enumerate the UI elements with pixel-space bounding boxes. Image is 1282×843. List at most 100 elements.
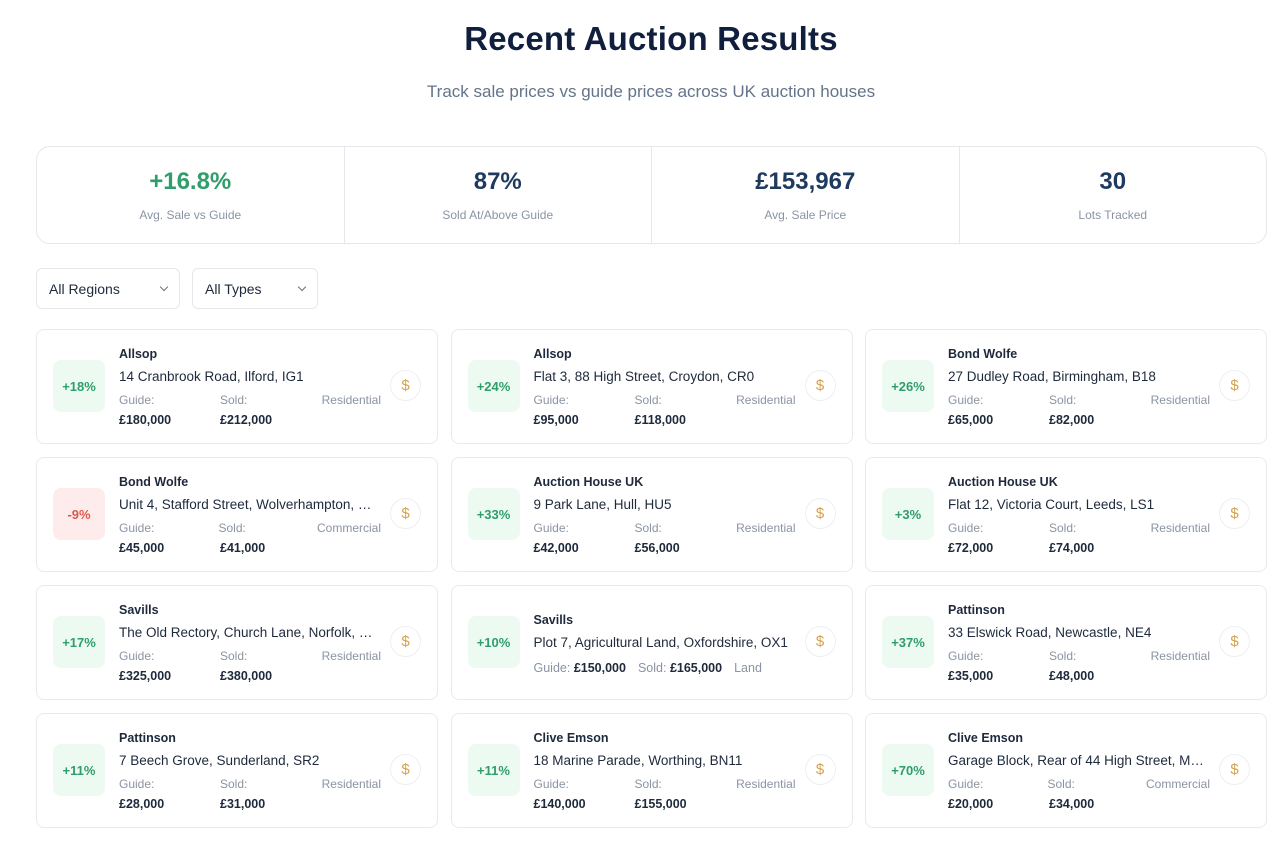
lot-card[interactable]: +11% Pattinson 7 Beech Grove, Sunderland… bbox=[36, 713, 438, 828]
auction-house: Auction House UK bbox=[533, 475, 644, 489]
lot-info: Clive Emson 18 Marine Parade, Worthing, … bbox=[534, 731, 796, 811]
lot-info: Allsop Flat 3, 88 High Street, Croydon, … bbox=[534, 347, 796, 427]
guide-label: Guide: bbox=[533, 661, 571, 675]
dollar-icon[interactable]: $ bbox=[1219, 626, 1250, 657]
lot-address: Flat 12, Victoria Court, Leeds, LS1 bbox=[948, 497, 1155, 512]
page-title: Recent Auction Results bbox=[464, 20, 838, 57]
property-type: Residential bbox=[321, 393, 381, 407]
lot-card[interactable]: +70% Clive Emson Garage Block, Rear of 4… bbox=[865, 713, 1267, 828]
lot-card[interactable]: +10% Savills Plot 7, Agricultural Land, … bbox=[450, 585, 853, 700]
guide-label: Guide: bbox=[119, 521, 155, 535]
lot-info: Auction House UK Flat 12, Victoria Court… bbox=[948, 475, 1210, 555]
lot-address: Garage Block, Rear of 44 High Street, Ma… bbox=[948, 753, 1210, 768]
change-badge: +11% bbox=[53, 744, 105, 796]
page-subtitle: Track sale prices vs guide prices across… bbox=[426, 82, 876, 101]
lot-card[interactable]: +37% Pattinson 33 Elswick Road, Newcastl… bbox=[865, 585, 1267, 700]
lot-meta-values: £72,000 £74,000 bbox=[948, 541, 1210, 555]
chevron-down-icon bbox=[159, 282, 169, 291]
dollar-icon[interactable]: $ bbox=[390, 626, 421, 657]
lot-meta-labels: Guide: Sold: Residential bbox=[534, 393, 796, 407]
chevron-down-icon bbox=[297, 282, 307, 291]
sold-label: Sold: bbox=[634, 393, 662, 407]
lot-card[interactable]: +11% Clive Emson 18 Marine Parade, Worth… bbox=[450, 713, 853, 828]
lot-info: Allsop 14 Cranbrook Road, Ilford, IG1 Gu… bbox=[119, 347, 381, 427]
dollar-icon[interactable]: $ bbox=[390, 370, 421, 401]
guide-label: Guide: bbox=[533, 393, 569, 407]
type-select-value: All Types bbox=[205, 280, 262, 297]
dollar-icon[interactable]: $ bbox=[804, 498, 836, 529]
dollar-icon[interactable]: $ bbox=[1219, 754, 1250, 785]
change-badge: -9% bbox=[53, 488, 105, 540]
lot-meta-labels: Guide: Sold: Residential bbox=[119, 777, 381, 791]
auction-house: Bond Wolfe bbox=[948, 347, 1018, 361]
stat-label: Avg. Sale Price bbox=[764, 208, 847, 222]
lot-address: 7 Beech Grove, Sunderland, SR2 bbox=[119, 753, 320, 768]
lot-meta-values: £325,000 £380,000 bbox=[119, 669, 381, 683]
lot-address: 18 Marine Parade, Worthing, BN11 bbox=[533, 753, 743, 768]
dollar-icon[interactable]: $ bbox=[1219, 498, 1250, 529]
lot-meta-labels: Guide: Sold: Commercial bbox=[119, 521, 381, 535]
lot-card[interactable]: +3% Auction House UK Flat 12, Victoria C… bbox=[865, 457, 1267, 572]
stat-value: £153,967 bbox=[755, 168, 856, 195]
lot-card[interactable]: +17% Savills The Old Rectory, Church Lan… bbox=[36, 585, 438, 700]
stat-value: 87% bbox=[473, 168, 522, 195]
lot-meta-values: £180,000 £212,000 bbox=[119, 413, 381, 427]
lot-card[interactable]: +18% Allsop 14 Cranbrook Road, Ilford, I… bbox=[36, 329, 438, 444]
lot-meta-labels: Guide: Sold: Residential bbox=[534, 521, 796, 535]
lot-card[interactable]: +33% Auction House UK 9 Park Lane, Hull,… bbox=[450, 457, 853, 572]
lot-meta-values: £42,000 £56,000 bbox=[534, 541, 796, 555]
dollar-icon[interactable]: $ bbox=[804, 370, 836, 401]
guide-label: Guide: bbox=[119, 393, 155, 407]
auction-house: Savills bbox=[119, 603, 159, 617]
sold-label: Sold: bbox=[1049, 521, 1077, 535]
dollar-icon[interactable]: $ bbox=[390, 498, 421, 529]
guide-price: £325,000 bbox=[119, 669, 172, 683]
change-badge: +18% bbox=[53, 360, 105, 412]
sold-price: £380,000 bbox=[220, 669, 273, 683]
region-select-value: All Regions bbox=[49, 280, 120, 297]
sold-label: Sold: bbox=[220, 393, 248, 407]
lot-meta-labels: Guide: Sold: Commercial bbox=[948, 777, 1210, 791]
region-select[interactable]: All Regions bbox=[36, 268, 180, 309]
lot-card[interactable]: -9% Bond Wolfe Unit 4, Stafford Street, … bbox=[36, 457, 438, 572]
guide-label: Guide: bbox=[948, 777, 984, 791]
guide-price: £140,000 bbox=[533, 797, 586, 811]
lot-meta-values: £45,000 £41,000 bbox=[119, 541, 381, 555]
sold-price: £155,000 bbox=[634, 797, 687, 811]
change-badge: +17% bbox=[53, 616, 105, 668]
property-type: Residential bbox=[736, 521, 796, 535]
guide-price: £20,000 bbox=[948, 797, 994, 811]
dollar-icon[interactable]: $ bbox=[390, 754, 421, 785]
guide-price: £72,000 bbox=[948, 541, 994, 555]
auction-house: Clive Emson bbox=[948, 731, 1024, 745]
property-type: Commercial bbox=[316, 521, 381, 535]
property-type: Residential bbox=[321, 777, 381, 791]
property-type: Residential bbox=[1150, 649, 1210, 663]
guide-price: £150,000 bbox=[573, 661, 626, 675]
auction-house: Allsop bbox=[533, 347, 572, 361]
change-badge: +24% bbox=[467, 360, 520, 412]
sold-label: Sold: bbox=[637, 661, 667, 675]
lot-meta: Guide: £150,000 Sold: £165,000 Land bbox=[534, 661, 796, 675]
guide-price: £180,000 bbox=[119, 413, 172, 427]
lot-info: Bond Wolfe 27 Dudley Road, Birmingham, B… bbox=[948, 347, 1210, 427]
stat-avg-sale-price: £153,967 Avg. Sale Price bbox=[652, 147, 960, 243]
lot-meta-values: £65,000 £82,000 bbox=[948, 413, 1210, 427]
lot-card[interactable]: +26% Bond Wolfe 27 Dudley Road, Birmingh… bbox=[865, 329, 1267, 444]
auction-house: Clive Emson bbox=[533, 731, 609, 745]
stats-panel: +16.8% Avg. Sale vs Guide 87% Sold At/Ab… bbox=[36, 146, 1267, 244]
lot-meta-labels: Guide: Sold: Residential bbox=[119, 393, 381, 407]
dollar-icon[interactable]: $ bbox=[804, 626, 836, 657]
property-type: Residential bbox=[736, 393, 796, 407]
dollar-icon[interactable]: $ bbox=[804, 754, 836, 785]
lot-info: Savills Plot 7, Agricultural Land, Oxfor… bbox=[534, 613, 796, 675]
stat-label: Avg. Sale vs Guide bbox=[139, 208, 242, 222]
lot-info: Pattinson 7 Beech Grove, Sunderland, SR2… bbox=[119, 731, 381, 811]
sold-price: £34,000 bbox=[1049, 797, 1095, 811]
lot-address: Unit 4, Stafford Street, Wolverhampton, … bbox=[119, 497, 381, 512]
dollar-icon[interactable]: $ bbox=[1219, 370, 1250, 401]
sold-label: Sold: bbox=[220, 649, 248, 663]
lot-card[interactable]: +24% Allsop Flat 3, 88 High Street, Croy… bbox=[450, 329, 853, 444]
guide-price: £45,000 bbox=[119, 541, 165, 555]
type-select[interactable]: All Types bbox=[192, 268, 318, 309]
